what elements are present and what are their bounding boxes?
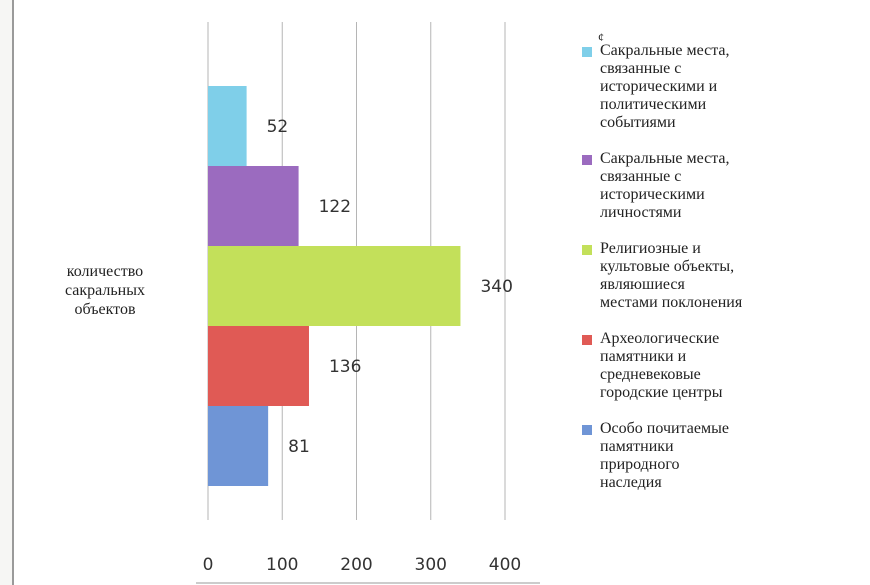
data-label-2: 122 [319, 197, 351, 217]
legend-item-4: Археологические памятники и средневековы… [578, 330, 868, 402]
legend-swatch-2 [582, 155, 592, 165]
legend-label-1: Сакральные места, связанные с историческ… [600, 42, 730, 131]
x-tick-label-4: 400 [489, 555, 521, 575]
bar-1 [208, 86, 247, 166]
legend-item-2: Сакральные места, связанные с историческ… [578, 150, 868, 222]
x-tick-label-0: 0 [203, 555, 214, 575]
legend-mark: ¢ [598, 30, 604, 44]
legend-label-2: Сакральные места, связанные с историческ… [600, 150, 730, 221]
legend-item-3: Религиозные и культовые объекты, являюши… [578, 240, 868, 312]
legend-item-5: Особо почитаемые памятники природного на… [578, 420, 868, 492]
legend-item-1: Сакральные места, связанные с историческ… [578, 42, 868, 132]
bar-2 [208, 166, 299, 246]
category-label-text: количество сакральных объектов [64, 263, 145, 318]
legend-label-3: Религиозные и культовые объекты, являюши… [600, 240, 743, 311]
data-label-1: 52 [267, 117, 289, 137]
x-tick-label-2: 200 [340, 555, 372, 575]
legend: Сакральные места, связанные с историческ… [578, 42, 868, 510]
bar-5 [208, 406, 269, 486]
x-tick-label-1: 100 [266, 555, 298, 575]
legend-swatch-3 [582, 245, 592, 255]
data-label-3: 340 [480, 277, 512, 297]
legend-label-4: Археологические памятники и средневековы… [600, 330, 723, 401]
legend-swatch-1 [582, 47, 592, 57]
x-tick-label-3: 300 [415, 555, 447, 575]
legend-label-5: Особо почитаемые памятники природного на… [600, 420, 729, 491]
data-label-4: 136 [329, 357, 361, 377]
legend-swatch-5 [582, 425, 592, 435]
bar-4 [208, 326, 309, 406]
category-label: количество сакральных объектов [20, 262, 190, 319]
data-label-5: 81 [288, 437, 310, 457]
legend-swatch-4 [582, 335, 592, 345]
bar-3 [208, 246, 461, 326]
